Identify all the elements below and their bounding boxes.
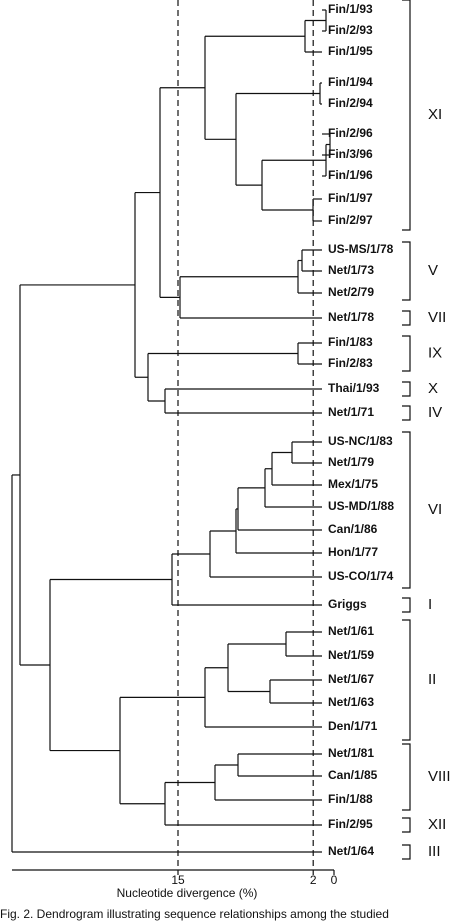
leaf-label: Fin/1/94 [328, 75, 373, 89]
leaf-label: Fin/1/96 [328, 168, 373, 182]
group-bracket [402, 405, 411, 421]
leaf-label: Hon/1/77 [328, 545, 378, 559]
group-label: VII [428, 309, 446, 326]
leaf-label: Net/1/59 [328, 648, 374, 662]
leaf-label: Fin/2/97 [328, 213, 373, 227]
group-label: XI [428, 106, 442, 123]
leaf-label: Net/1/81 [328, 746, 374, 760]
group-bracket [402, 619, 411, 741]
axis-label: Nucleotide divergence (%) [117, 886, 258, 900]
leaf-label: Fin/2/94 [328, 96, 373, 110]
group-bracket [402, 0, 411, 231]
leaf-label: Fin/1/97 [328, 191, 373, 205]
group-label: I [428, 596, 432, 613]
group-bracket [402, 743, 411, 811]
leaf-label: Net/1/71 [328, 405, 374, 419]
group-label: V [428, 262, 438, 279]
leaf-label: Can/1/85 [328, 768, 378, 782]
leaf-label: Fin/3/96 [328, 147, 373, 161]
group-label: IX [428, 344, 442, 361]
leaf-label: Thai/1/93 [328, 381, 380, 395]
leaf-label: Fin/2/93 [328, 23, 373, 37]
group-label: III [428, 843, 441, 860]
leaf-label: Griggs [328, 597, 367, 611]
group-bracket [402, 241, 411, 301]
group-label: IV [428, 404, 442, 421]
leaf-label: Can/1/86 [328, 522, 378, 536]
leaf-label: Fin/1/83 [328, 335, 373, 349]
group-label: VIII [428, 768, 451, 785]
leaf-label: Fin/1/93 [328, 2, 373, 16]
group-label: X [428, 380, 438, 397]
leaf-label: Net/1/78 [328, 310, 374, 324]
tick-label: 0 [331, 873, 338, 887]
leaf-label: Net/2/79 [328, 285, 374, 299]
leaf-label: Net/1/79 [328, 455, 374, 469]
tick-label: 15 [171, 873, 185, 887]
leaf-label: Fin/2/95 [328, 817, 373, 831]
leaf-label: US-MS/1/78 [328, 242, 394, 256]
leaf-label: Net/1/63 [328, 695, 374, 709]
group-bracket [402, 817, 411, 833]
group-label: VI [428, 501, 442, 518]
leaf-label: Fin/2/83 [328, 356, 373, 370]
group-bracket [402, 310, 411, 326]
group-bracket [402, 381, 411, 397]
caption: Fig. 2. Dendrogram illustrating sequence… [0, 907, 389, 921]
leaf-label: US-CO/1/74 [328, 569, 394, 583]
leaf-label: Mex/1/75 [328, 477, 378, 491]
group-bracket [402, 335, 411, 372]
leaf-label: US-NC/1/83 [328, 434, 393, 448]
leaf-label: Net/1/67 [328, 672, 374, 686]
leaf-label: Net/1/61 [328, 624, 374, 638]
leaf-label: Fin/2/96 [328, 126, 373, 140]
group-label: XII [428, 816, 446, 833]
group-bracket [402, 597, 411, 613]
leaf-label: US-MD/1/88 [328, 499, 394, 513]
tick-label: 2 [310, 873, 317, 887]
group-label: II [428, 671, 436, 688]
group-bracket [402, 844, 411, 860]
leaf-label: Den/1/71 [328, 719, 378, 733]
leaf-label: Net/1/73 [328, 263, 374, 277]
leaf-label: Fin/1/95 [328, 44, 373, 58]
leaf-label: Net/1/64 [328, 844, 374, 858]
group-bracket [402, 431, 411, 589]
leaf-label: Fin/1/88 [328, 792, 373, 806]
